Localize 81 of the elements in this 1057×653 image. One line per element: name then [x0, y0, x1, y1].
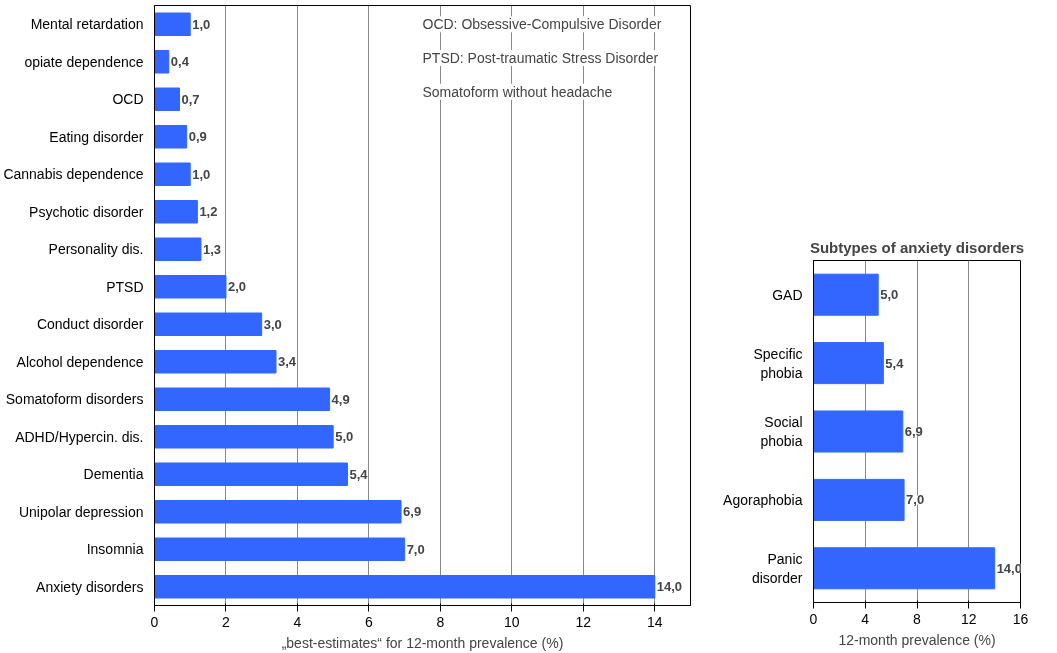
bar: [154, 87, 181, 111]
y-tick-label: GAD: [772, 286, 803, 303]
x-axis-title: „best-estimates“ for 12-month prevalence (%): [281, 634, 564, 651]
y-tick-label: Anxiety disorders: [36, 578, 144, 595]
bar: [813, 342, 884, 385]
bar: [154, 125, 188, 149]
bar: [813, 273, 879, 316]
y-tick-label: Alcohol dependence: [16, 353, 144, 370]
bar: [154, 350, 277, 374]
bar: [154, 575, 656, 599]
y-tick-label: Insomnia: [86, 541, 144, 558]
bar: [154, 537, 406, 561]
x-tick-label: 12: [960, 610, 977, 627]
y-tick-label: opiate dependence: [24, 53, 144, 70]
data-label: 1,0: [192, 16, 211, 32]
bar: [154, 50, 170, 74]
bar: [154, 200, 198, 224]
data-label: 0,9: [188, 129, 207, 145]
y-tick-label: Conduct disorder: [36, 316, 144, 333]
y-tick-label: Panic disorder: [751, 550, 803, 586]
y-tick-label: PTSD: [106, 278, 144, 295]
x-tick-label: 4: [293, 613, 302, 630]
bar: [154, 387, 331, 411]
y-tick-label: Mental retardation: [30, 16, 144, 33]
annotation: PTSD: Post-traumatic Stress Disorder: [422, 50, 659, 66]
data-label: 0,4: [170, 54, 190, 70]
bar: [154, 12, 191, 36]
x-tick-label: 0: [809, 610, 818, 627]
y-tick-label: Specific phobia: [753, 345, 803, 381]
x-tick-label: 2: [222, 613, 231, 630]
x-tick-label: 16: [1012, 610, 1029, 627]
bar: [154, 500, 402, 524]
annotation: Somatoform without headache: [422, 83, 613, 100]
y-tick-label: Social phobia: [760, 413, 803, 450]
y-tick-label: Eating disorder: [49, 128, 144, 145]
y-tick-label: Personality dis.: [48, 241, 144, 258]
data-label: 4,9: [331, 391, 350, 407]
x-axis-title: 12-month prevalence (%): [838, 631, 996, 648]
bar: [154, 237, 202, 261]
bar: [154, 275, 227, 299]
data-label: 3,4: [277, 354, 297, 370]
y-tick-label: Agoraphobia: [723, 491, 803, 508]
x-tick-label: 12: [575, 613, 592, 630]
x-tick-label: 0: [150, 613, 159, 630]
data-label: 7,0: [406, 541, 425, 557]
y-tick-label: Psychotic disorder: [29, 203, 144, 220]
data-label: 1,0: [192, 166, 211, 182]
y-tick-label: ADHD/Hypercin. dis.: [15, 428, 144, 445]
bar: [813, 478, 905, 521]
data-label: 5,4: [349, 466, 369, 482]
data-label: 14,0: [656, 579, 683, 595]
x-tick-label: 4: [861, 610, 870, 627]
data-label: 3,0: [263, 316, 282, 332]
data-label: 6,9: [403, 504, 422, 520]
data-label: 5,0: [335, 429, 354, 445]
x-tick-label: 14: [646, 613, 663, 630]
data-label: 2,0: [227, 279, 247, 295]
data-label: 5,4: [885, 355, 905, 371]
bar: [813, 410, 904, 453]
x-tick-label: 6: [365, 613, 374, 630]
bar: [154, 162, 191, 186]
y-tick-label: OCD: [112, 91, 144, 108]
bar: [813, 547, 996, 590]
y-tick-label: Cannabis dependence: [3, 166, 144, 183]
data-label: 7,0: [906, 492, 925, 508]
y-tick-label: Unipolar depression: [18, 503, 144, 520]
data-label: 5,0: [880, 287, 899, 303]
data-label: 6,9: [904, 424, 923, 439]
y-tick-label: Dementia: [83, 466, 144, 483]
bar: [154, 312, 263, 336]
x-tick-label: 10: [504, 613, 520, 630]
bar: [154, 462, 348, 486]
annotation: OCD: Obsessive-Compulsive Disorder: [422, 16, 662, 33]
y-tick-label: Somatoform disorders: [5, 391, 144, 408]
x-tick-label: 8: [436, 613, 445, 630]
data-label: 1,3: [202, 241, 222, 257]
data-label: 0,7: [181, 91, 200, 107]
chart-title: Subtypes of anxiety disorders: [809, 238, 1025, 256]
data-label: 1,2: [199, 204, 218, 220]
bar: [154, 425, 334, 449]
x-tick-label: 8: [913, 610, 922, 627]
